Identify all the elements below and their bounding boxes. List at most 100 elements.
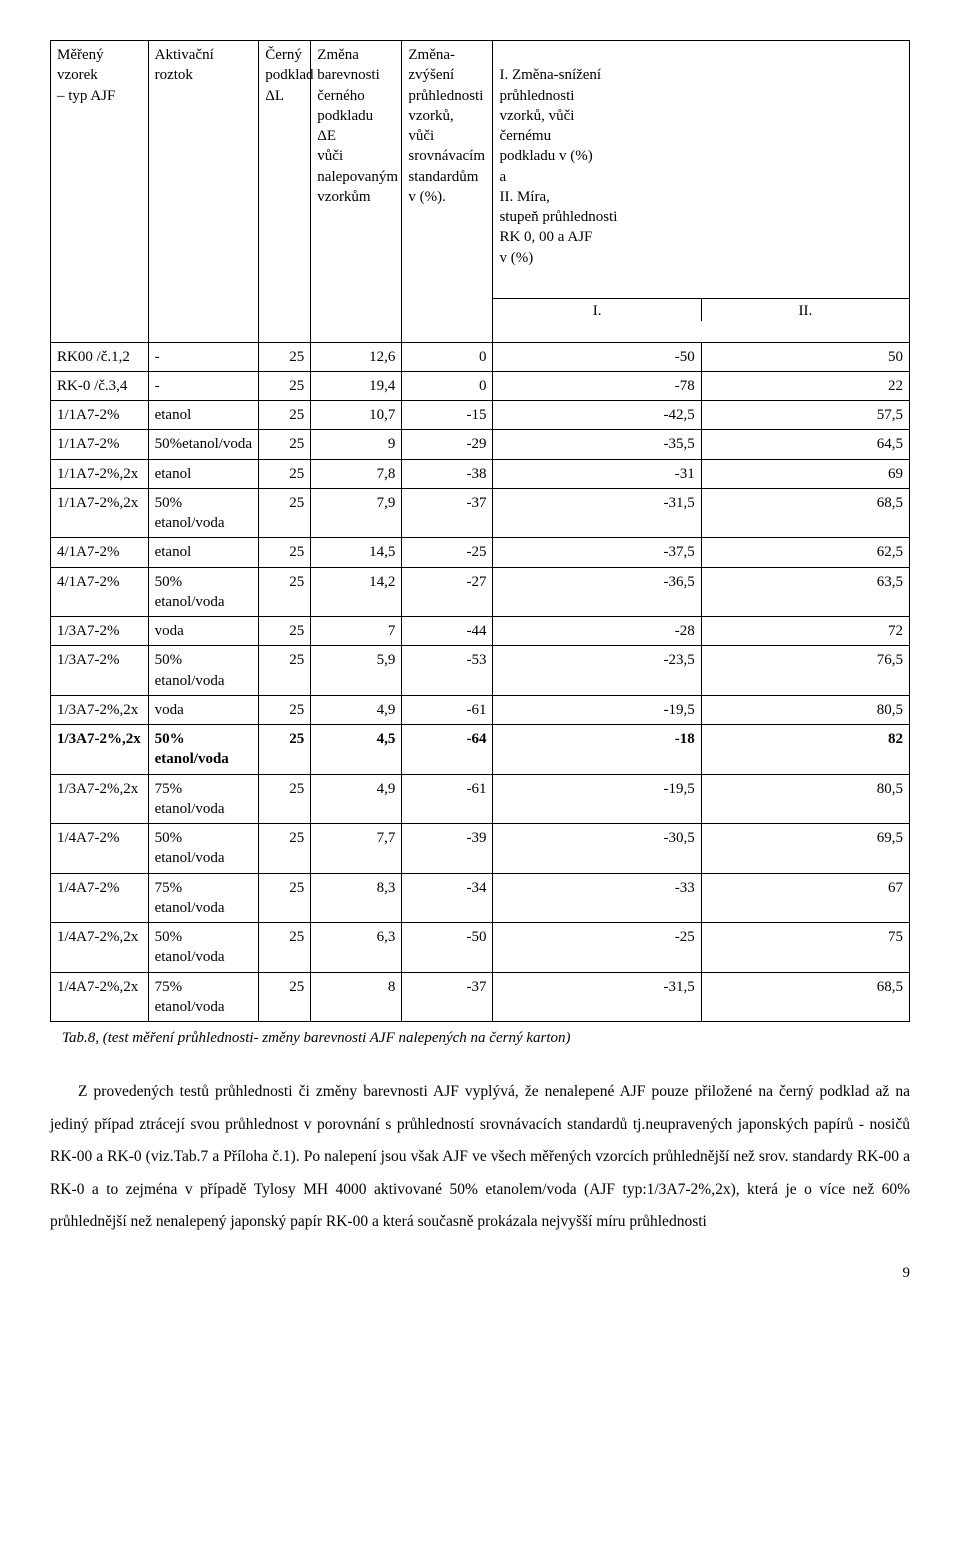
cell-de: 10,7	[311, 401, 402, 430]
cell-zv: -27	[402, 567, 493, 617]
cell-i: -78	[493, 371, 701, 400]
cell-sample: 1/4A7-2%	[51, 873, 149, 923]
cell-zv: 0	[402, 371, 493, 400]
cell-ii: 80,5	[701, 774, 909, 824]
cell-zv: -64	[402, 725, 493, 775]
cell-de: 4,9	[311, 695, 402, 724]
cell-dl: 25	[259, 538, 311, 567]
cell-activ: 75% etanol/voda	[148, 972, 259, 1022]
table-row: 1/3A7-2%voda257-44-2872	[51, 617, 910, 646]
table-row: RK-0 /č.3,4-2519,40-7822	[51, 371, 910, 400]
cell-activ: -	[148, 371, 259, 400]
cell-de: 7,9	[311, 488, 402, 538]
cell-zv: -50	[402, 923, 493, 973]
paragraph-text: Z provedených testů průhlednosti či změn…	[50, 1083, 910, 1230]
cell-de: 14,5	[311, 538, 402, 567]
cell-sample: 1/1A7-2%	[51, 401, 149, 430]
cell-activ: 75% etanol/voda	[148, 873, 259, 923]
cell-dl: 25	[259, 774, 311, 824]
page-number: 9	[50, 1263, 910, 1283]
table-row: 1/4A7-2%50% etanol/voda257,7-39-30,569,5	[51, 824, 910, 874]
cell-sample: 1/3A7-2%,2x	[51, 725, 149, 775]
cell-sample: 1/3A7-2%,2x	[51, 695, 149, 724]
cell-sample: 4/1A7-2%	[51, 567, 149, 617]
cell-activ: 50% etanol/voda	[148, 923, 259, 973]
body-paragraph: Z provedených testů průhlednosti či změn…	[50, 1076, 910, 1239]
table-row: 1/3A7-2%,2x50% etanol/voda254,5-64-1882	[51, 725, 910, 775]
cell-activ: 50% etanol/voda	[148, 488, 259, 538]
cell-zv: -25	[402, 538, 493, 567]
cell-dl: 25	[259, 430, 311, 459]
table-row: 1/1A7-2%,2x50% etanol/voda257,9-37-31,56…	[51, 488, 910, 538]
cell-i: -19,5	[493, 695, 701, 724]
cell-sample: 1/1A7-2%,2x	[51, 459, 149, 488]
cell-i: -31,5	[493, 972, 701, 1022]
cell-de: 14,2	[311, 567, 402, 617]
cell-activ: etanol	[148, 459, 259, 488]
cell-ii: 67	[701, 873, 909, 923]
cell-dl: 25	[259, 567, 311, 617]
cell-ii: 62,5	[701, 538, 909, 567]
th-dl: Černý podklad ΔL	[259, 41, 311, 343]
cell-activ: 50% etanol/voda	[148, 567, 259, 617]
table-row: 4/1A7-2%50% etanol/voda2514,2-27-36,563,…	[51, 567, 910, 617]
cell-activ: voda	[148, 617, 259, 646]
th-zv: Změna- zvýšení průhlednosti vzorků, vůči…	[402, 41, 493, 343]
cell-sample: 1/1A7-2%	[51, 430, 149, 459]
cell-sample: 1/4A7-2%	[51, 824, 149, 874]
cell-i: -28	[493, 617, 701, 646]
data-table: Měřený vzorek – typ AJF Aktivační roztok…	[50, 40, 910, 1022]
cell-dl: 25	[259, 972, 311, 1022]
cell-activ: 50%etanol/voda	[148, 430, 259, 459]
cell-dl: 25	[259, 824, 311, 874]
th-sub-ii: II.	[701, 299, 909, 322]
cell-dl: 25	[259, 873, 311, 923]
cell-de: 9	[311, 430, 402, 459]
cell-sample: 1/3A7-2%	[51, 617, 149, 646]
table-row: 4/1A7-2%etanol2514,5-25-37,562,5	[51, 538, 910, 567]
cell-activ: 50% etanol/voda	[148, 725, 259, 775]
cell-zv: -38	[402, 459, 493, 488]
th-sn: I. Změna-snížení průhlednosti vzorků, vů…	[493, 41, 910, 343]
cell-ii: 76,5	[701, 646, 909, 696]
cell-activ: voda	[148, 695, 259, 724]
cell-sample: 1/3A7-2%,2x	[51, 774, 149, 824]
cell-ii: 22	[701, 371, 909, 400]
cell-i: -35,5	[493, 430, 701, 459]
cell-sample: 1/4A7-2%,2x	[51, 972, 149, 1022]
cell-de: 7,8	[311, 459, 402, 488]
cell-dl: 25	[259, 459, 311, 488]
cell-i: -37,5	[493, 538, 701, 567]
cell-i: -42,5	[493, 401, 701, 430]
cell-ii: 50	[701, 342, 909, 371]
th-sn-split: I. II.	[493, 298, 909, 321]
cell-ii: 69,5	[701, 824, 909, 874]
cell-activ: 50% etanol/voda	[148, 824, 259, 874]
cell-i: -19,5	[493, 774, 701, 824]
cell-sample: 1/3A7-2%	[51, 646, 149, 696]
cell-i: -33	[493, 873, 701, 923]
th-activ: Aktivační roztok	[148, 41, 259, 343]
cell-sample: 1/1A7-2%,2x	[51, 488, 149, 538]
cell-i: -18	[493, 725, 701, 775]
cell-activ: 75% etanol/voda	[148, 774, 259, 824]
cell-ii: 82	[701, 725, 909, 775]
cell-dl: 25	[259, 371, 311, 400]
cell-de: 19,4	[311, 371, 402, 400]
cell-dl: 25	[259, 646, 311, 696]
cell-ii: 69	[701, 459, 909, 488]
cell-i: -23,5	[493, 646, 701, 696]
cell-zv: -61	[402, 774, 493, 824]
cell-i: -30,5	[493, 824, 701, 874]
table-row: 1/3A7-2%50% etanol/voda255,9-53-23,576,5	[51, 646, 910, 696]
cell-ii: 63,5	[701, 567, 909, 617]
table-row: 1/4A7-2%,2x75% etanol/voda258-37-31,568,…	[51, 972, 910, 1022]
cell-ii: 80,5	[701, 695, 909, 724]
table-row: 1/3A7-2%,2x75% etanol/voda254,9-61-19,58…	[51, 774, 910, 824]
cell-sample: 1/4A7-2%,2x	[51, 923, 149, 973]
cell-de: 8	[311, 972, 402, 1022]
table-row: 1/4A7-2%75% etanol/voda258,3-34-3367	[51, 873, 910, 923]
cell-ii: 64,5	[701, 430, 909, 459]
cell-zv: -39	[402, 824, 493, 874]
table-body: RK00 /č.1,2-2512,60-5050RK-0 /č.3,4-2519…	[51, 342, 910, 1022]
